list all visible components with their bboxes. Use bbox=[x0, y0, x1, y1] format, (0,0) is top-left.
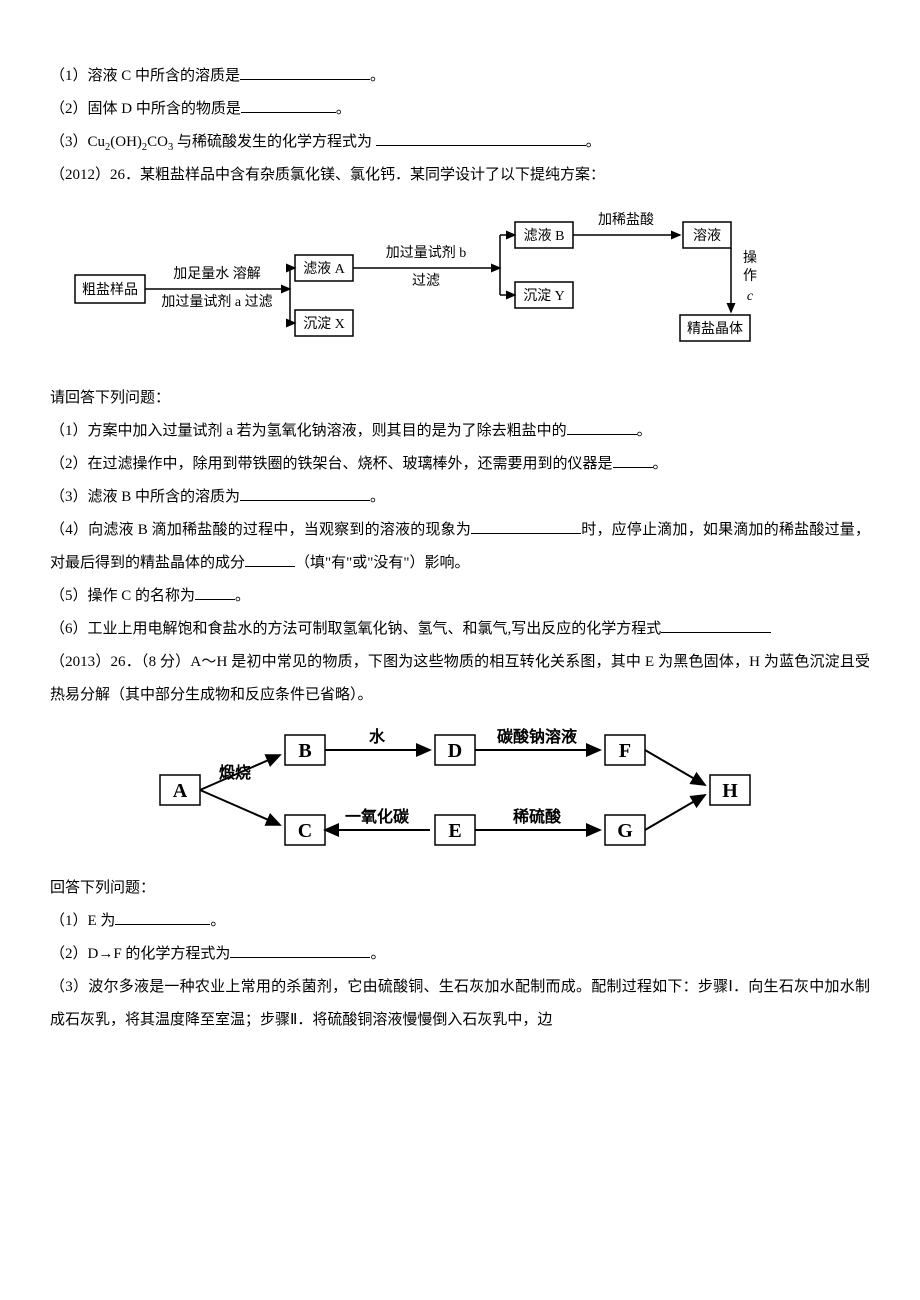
blank bbox=[230, 942, 370, 958]
q2013-l3: （3）波尔多液是一种农业上常用的杀菌剂，它由硫酸铜、生石灰加水配制而成。配制过程… bbox=[50, 971, 870, 1037]
q2012-l1: （1）方案中加入过量试剂 a 若为氢氧化钠溶液，则其目的是为了除去粗盐中的 。 bbox=[50, 415, 870, 448]
blank bbox=[115, 909, 210, 925]
q2012-head: （2012）26．某粗盐样品中含有杂质氯化镁、氯化钙．某同学设计了以下提纯方案： bbox=[50, 159, 870, 192]
text: （2）固体 D 中所含的物质是 bbox=[50, 101, 241, 117]
text: （6）工业上用电解饱和食盐水的方法可制取氢氧化钠、氢气、和氯气,写出反应的化学方… bbox=[50, 621, 661, 637]
text: 。 bbox=[370, 489, 385, 505]
label: 过滤 bbox=[412, 273, 440, 289]
q1-line1: （1）溶液 C 中所含的溶质是 。 bbox=[50, 60, 870, 93]
text: （填"有"或"没有"）影响。 bbox=[295, 555, 470, 571]
label: 操 bbox=[743, 250, 757, 266]
text: （1）方案中加入过量试剂 a 若为氢氧化钠溶液，则其目的是为了除去粗盐中的 bbox=[50, 423, 567, 439]
blank bbox=[471, 518, 581, 534]
q2012-l5: （5）操作 C 的名称为 。 bbox=[50, 580, 870, 613]
node: 滤液 A bbox=[303, 261, 345, 277]
label: 加过量试剂 b bbox=[386, 245, 467, 261]
q2012-l2: （2）在过滤操作中，除用到带铁圈的铁架台、烧杯、玻璃棒外，还需要用到的仪器是 。 bbox=[50, 448, 870, 481]
text: （1）E 为 bbox=[50, 913, 115, 929]
node: G bbox=[617, 820, 633, 842]
text: （3）滤液 B 中所含的溶质为 bbox=[50, 489, 240, 505]
blank bbox=[241, 97, 336, 113]
text: 与稀硫酸发生的化学方程式为 bbox=[173, 134, 376, 150]
node: 沉淀 Y bbox=[523, 288, 565, 304]
blank bbox=[245, 551, 295, 567]
text: （1）溶液 C 中所含的溶质是 bbox=[50, 68, 240, 84]
q2013-l2: （2）D→F 的化学方程式为 。 bbox=[50, 938, 870, 971]
label: 水 bbox=[369, 727, 386, 746]
blank bbox=[567, 419, 637, 435]
node: 溶液 bbox=[693, 228, 721, 244]
q2012-prompt: 请回答下列问题： bbox=[50, 382, 870, 415]
node: 滤液 B bbox=[524, 228, 565, 244]
q2012-l6: （6）工业上用电解饱和食盐水的方法可制取氢氧化钠、氢气、和氯气,写出反应的化学方… bbox=[50, 613, 870, 646]
text: 。 bbox=[370, 946, 385, 962]
text: （2）在过滤操作中，除用到带铁圈的铁架台、烧杯、玻璃棒外，还需要用到的仪器是 bbox=[50, 456, 613, 472]
text: (OH) bbox=[110, 134, 142, 150]
text: （4）向滤液 B 滴加稀盐酸的过程中，当观察到的溶液的现象为 bbox=[50, 522, 471, 538]
text: （2）D→F 的化学方程式为 bbox=[50, 946, 230, 962]
text: 。 bbox=[653, 456, 668, 472]
blank bbox=[661, 617, 771, 633]
node: 沉淀 X bbox=[303, 316, 345, 332]
blank bbox=[376, 130, 586, 146]
node: H bbox=[722, 780, 738, 802]
label: 碳酸钠溶液 bbox=[497, 727, 578, 746]
text: 。 bbox=[637, 423, 652, 439]
flowchart-2013: A 煅烧 B C 水 一氧化碳 D E 碳酸钠溶液 稀硫酸 F G H bbox=[140, 720, 780, 860]
text: CO bbox=[147, 134, 168, 150]
node: B bbox=[298, 740, 311, 762]
q1-line3: （3）Cu2(OH)2CO3 与稀硫酸发生的化学方程式为 。 bbox=[50, 126, 870, 159]
q1-line2: （2）固体 D 中所含的物质是 。 bbox=[50, 93, 870, 126]
blank bbox=[240, 485, 370, 501]
blank bbox=[195, 584, 235, 600]
text: （3）Cu bbox=[50, 134, 105, 150]
q2012-l3: （3）滤液 B 中所含的溶质为 。 bbox=[50, 481, 870, 514]
q2012-l4: （4）向滤液 B 滴加稀盐酸的过程中，当观察到的溶液的现象为时，应停止滴加，如果… bbox=[50, 514, 870, 580]
node: F bbox=[619, 740, 631, 762]
node: A bbox=[173, 780, 188, 802]
label: 煅烧 bbox=[219, 763, 251, 782]
q2013-prompt: 回答下列问题： bbox=[50, 872, 870, 905]
blank bbox=[240, 64, 370, 80]
label: 加过量试剂 a 过滤 bbox=[161, 294, 272, 310]
q2013-l1: （1）E 为 。 bbox=[50, 905, 870, 938]
label: 一氧化碳 bbox=[345, 807, 410, 826]
node: D bbox=[448, 740, 462, 762]
text: （5）操作 C 的名称为 bbox=[50, 588, 195, 604]
node: C bbox=[298, 820, 312, 842]
node: 精盐晶体 bbox=[687, 321, 743, 337]
text: 。 bbox=[235, 588, 250, 604]
text: 。 bbox=[210, 913, 225, 929]
label: 加足量水 溶解 bbox=[173, 266, 261, 282]
blank bbox=[613, 452, 653, 468]
label: c bbox=[747, 289, 754, 304]
text: 。 bbox=[370, 68, 385, 84]
flowchart-2012: 粗盐样品 加足量水 溶解 加过量试剂 a 过滤 滤液 A 沉淀 X 加过量试剂 … bbox=[70, 200, 850, 370]
text: 。 bbox=[586, 134, 601, 150]
label: 稀硫酸 bbox=[513, 807, 562, 826]
label: 作 bbox=[743, 268, 757, 284]
text: 。 bbox=[336, 101, 351, 117]
node: 粗盐样品 bbox=[82, 282, 138, 298]
label: 加稀盐酸 bbox=[598, 212, 654, 228]
q2013-head: （2013）26．（8 分）A～H 是初中常见的物质，下图为这些物质的相互转化关… bbox=[50, 646, 870, 712]
node: E bbox=[448, 820, 461, 842]
